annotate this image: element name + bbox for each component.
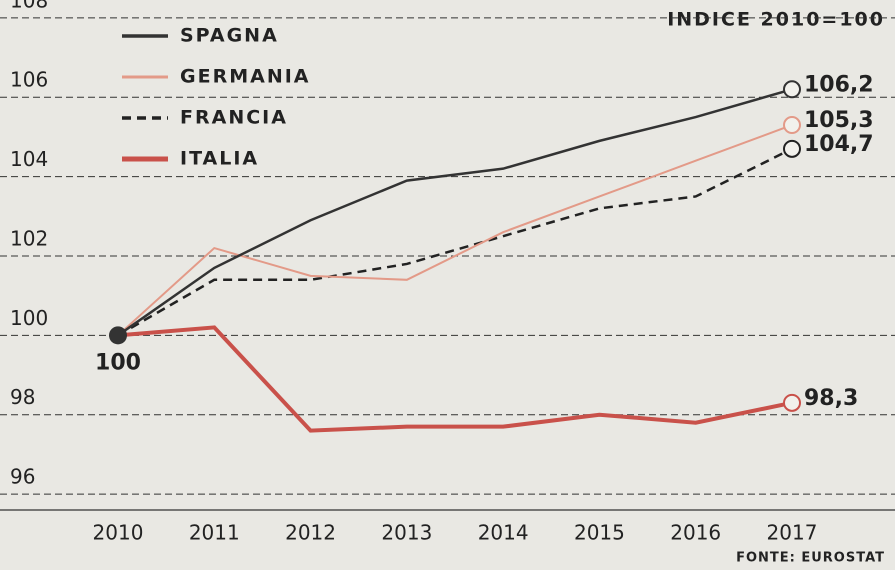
- end-marker: [783, 139, 801, 158]
- legend-label: FRANCIA: [180, 107, 288, 129]
- y-tick-label: 106: [10, 68, 48, 92]
- y-tick-label: 98: [10, 385, 35, 409]
- series-line: [117, 325, 793, 433]
- legend-label: GERMANIA: [180, 66, 311, 88]
- x-tick-label: 2014: [478, 521, 529, 545]
- x-tick-label: 2013: [381, 521, 432, 545]
- end-marker: [783, 393, 801, 412]
- y-tick-label: 100: [10, 306, 48, 330]
- y-tick-label: 96: [10, 465, 35, 489]
- y-tick-label: 104: [10, 147, 48, 171]
- y-tick-label: 108: [10, 0, 48, 12]
- x-tick-label: 2017: [767, 521, 818, 545]
- value-label: 106,2: [804, 72, 874, 97]
- end-marker: [783, 116, 801, 135]
- start-marker: [109, 326, 127, 345]
- end-marker: [783, 80, 801, 99]
- x-tick-label: 2011: [189, 521, 240, 545]
- value-label: 100: [95, 350, 141, 375]
- source: FONTE: EUROSTAT: [736, 551, 885, 566]
- series-line: [117, 147, 793, 337]
- series-line: [117, 88, 793, 337]
- x-tick-label: 2012: [285, 521, 336, 545]
- x-tick-label: 2010: [93, 521, 144, 545]
- x-tick-label: 2015: [574, 521, 625, 545]
- legend-label: ITALIA: [180, 148, 259, 170]
- value-label: 105,3: [804, 108, 874, 133]
- y-tick-label: 102: [10, 226, 48, 250]
- series-line: [117, 124, 793, 337]
- value-label: 98,3: [804, 386, 858, 411]
- x-tick-label: 2016: [670, 521, 721, 545]
- legend-label: SPAGNA: [180, 25, 279, 47]
- value-label: 104,7: [804, 132, 874, 157]
- chart-title: INDICE 2010=100: [667, 9, 885, 31]
